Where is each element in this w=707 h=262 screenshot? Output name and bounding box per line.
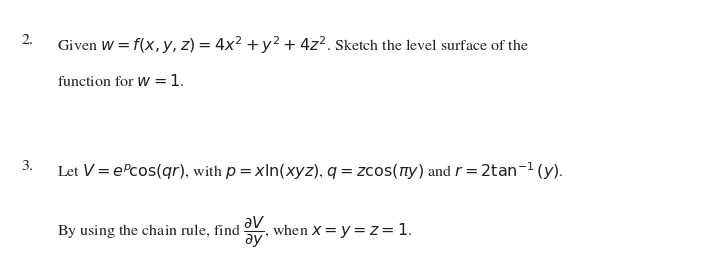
Text: Let $V = e^p\!\cos(qr)$, with $p = x\ln(xyz)$, $q = z\cos(\pi y)$ and $r = 2\tan: Let $V = e^p\!\cos(qr)$, with $p = x\ln(… [57, 160, 563, 182]
Text: function for $w = 1$.: function for $w = 1$. [57, 73, 185, 89]
Text: 3.: 3. [21, 160, 33, 173]
Text: By using the chain rule, find $\dfrac{\partial V}{\partial y}$, when $x = y = z : By using the chain rule, find $\dfrac{\p… [57, 214, 412, 249]
Text: 2.: 2. [21, 34, 33, 47]
Text: Given $w = f(x, y, z) = 4x^2 + y^2 + 4z^2$. Sketch the level surface of the: Given $w = f(x, y, z) = 4x^2 + y^2 + 4z^… [57, 34, 529, 56]
